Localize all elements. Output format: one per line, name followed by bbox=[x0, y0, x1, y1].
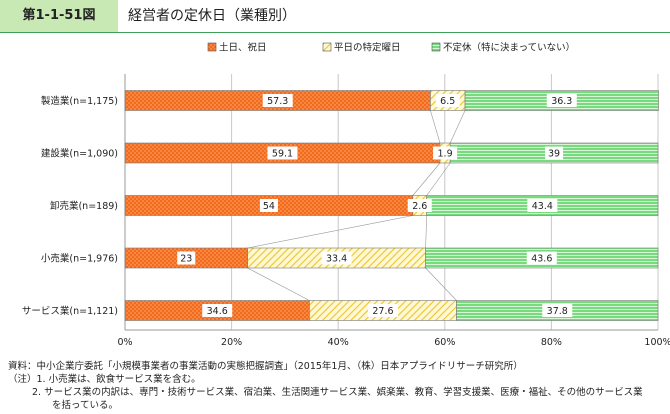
value-label-bg-3-2 bbox=[526, 251, 557, 265]
x-tick-label-0: 0% bbox=[117, 337, 132, 348]
value-label-3-1: 33.4 bbox=[326, 254, 347, 265]
category-label-4: サービス業(n=1,121) bbox=[22, 305, 118, 317]
series-connector-lines bbox=[247, 110, 466, 301]
segment-value-labels: 57.3 6.5 36.3 59.1 1.9 39 54 2.6 43.4 23 33.4 43.6 3… bbox=[177, 94, 577, 317]
value-label-bg-0-1 bbox=[435, 94, 460, 107]
legend-swatch-1 bbox=[322, 42, 332, 52]
value-label-1-0: 59.1 bbox=[272, 149, 293, 160]
value-label-0-0: 57.3 bbox=[267, 96, 288, 107]
value-label-bg-4-0 bbox=[202, 304, 233, 317]
connector-line-2-0 bbox=[247, 215, 413, 249]
value-label-4-1: 27.6 bbox=[372, 306, 393, 317]
x-axis-tick-labels: 0% 20% 40% 60% 80% 100% bbox=[117, 337, 670, 348]
figure-number-badge: 第1-1-51図 bbox=[0, 0, 118, 32]
connector-line-2-1 bbox=[425, 215, 427, 249]
value-label-bg-0-0 bbox=[262, 94, 293, 107]
figure-title: 経営者の定休日（業種別） bbox=[128, 8, 296, 24]
value-label-4-2: 37.8 bbox=[547, 306, 568, 317]
value-label-bg-4-1 bbox=[367, 304, 398, 317]
figure-notes: 資料：中小企業庁委託「小規模事業者の事業活動の実態把握調査」（2015年1月、（… bbox=[8, 360, 668, 412]
chart-legend: 土日、祝日 平日の特定曜日 不定休（特に決まっていない） bbox=[207, 42, 575, 54]
value-label-2-0: 54 bbox=[263, 201, 275, 212]
x-tick-label-4: 80% bbox=[541, 337, 562, 348]
category-label-0: 製造業(n=1,175) bbox=[41, 95, 118, 107]
x-tick-label-5: 100% bbox=[644, 337, 670, 348]
legend-label-0: 土日、祝日 bbox=[219, 42, 267, 54]
value-label-bg-1-0 bbox=[267, 146, 298, 160]
stacked-bar-chart: 土日、祝日 平日の特定曜日 不定休（特に決まっていない） 57.3 6.5 36.3 59… bbox=[22, 42, 670, 349]
value-label-0-2: 36.3 bbox=[551, 96, 572, 107]
footnote-1: （注）1. 小売業は、飲食サービス業を含む。 bbox=[8, 374, 201, 385]
connector-line-1-0 bbox=[412, 162, 441, 196]
value-label-3-2: 43.6 bbox=[531, 254, 552, 265]
connector-line-1-1 bbox=[426, 162, 451, 196]
x-tick-label-3: 60% bbox=[434, 337, 455, 348]
bar-segments bbox=[124, 90, 659, 321]
value-label-bg-2-1 bbox=[407, 199, 432, 212]
value-label-2-1: 2.6 bbox=[412, 201, 427, 212]
value-label-3-0: 23 bbox=[180, 254, 192, 265]
value-label-bg-2-0 bbox=[259, 199, 278, 212]
value-label-1-1: 1.9 bbox=[438, 149, 453, 160]
connector-line-0-1 bbox=[449, 110, 466, 144]
value-label-4-0: 34.6 bbox=[207, 306, 228, 317]
source-note: 資料：中小企業庁委託「小規模事業者の事業活動の実態把握調査」（2015年1月、（… bbox=[8, 361, 523, 372]
category-label-1: 建設業(n=1,090) bbox=[41, 148, 118, 160]
value-label-bg-3-0 bbox=[177, 251, 196, 265]
value-label-2-2: 43.4 bbox=[532, 201, 553, 212]
value-label-0-1: 6.5 bbox=[440, 96, 455, 107]
footnote-2-continued: を括っている。 bbox=[52, 400, 119, 411]
x-tick-label-1: 20% bbox=[221, 337, 242, 348]
value-label-1-2: 39 bbox=[548, 149, 560, 160]
category-labels: 製造業(n=1,175) 建設業(n=1,090) 卸売業(n=189) 小売業(n=… bbox=[22, 95, 118, 317]
value-label-bg-1-1 bbox=[433, 146, 458, 160]
connector-line-0-0 bbox=[430, 110, 441, 144]
legend-swatch-2 bbox=[431, 42, 441, 52]
value-label-bg-4-2 bbox=[542, 304, 573, 317]
value-label-bg-0-2 bbox=[546, 94, 577, 107]
category-label-2: 卸売業(n=189) bbox=[50, 200, 118, 212]
value-label-bg-2-2 bbox=[527, 199, 558, 212]
footnote-2: 2. サービス業の内訳は、専門・技術サービス業、宿泊業、生活関連サービス業、娯楽… bbox=[32, 387, 643, 398]
figure-header: 第1-1-51図 経営者の定休日（業種別） bbox=[0, 0, 670, 33]
x-tick-label-2: 40% bbox=[328, 337, 349, 348]
connector-line-3-1 bbox=[425, 267, 457, 301]
connector-line-3-0 bbox=[247, 267, 310, 301]
category-label-3: 小売業(n=1,976) bbox=[41, 253, 118, 265]
value-label-bg-1-2 bbox=[545, 146, 564, 160]
legend-label-2: 不定休（特に決まっていない） bbox=[443, 42, 575, 54]
value-label-bg-3-1 bbox=[321, 251, 352, 265]
legend-label-1: 平日の特定曜日 bbox=[334, 42, 401, 54]
legend-swatch-0 bbox=[207, 42, 217, 52]
